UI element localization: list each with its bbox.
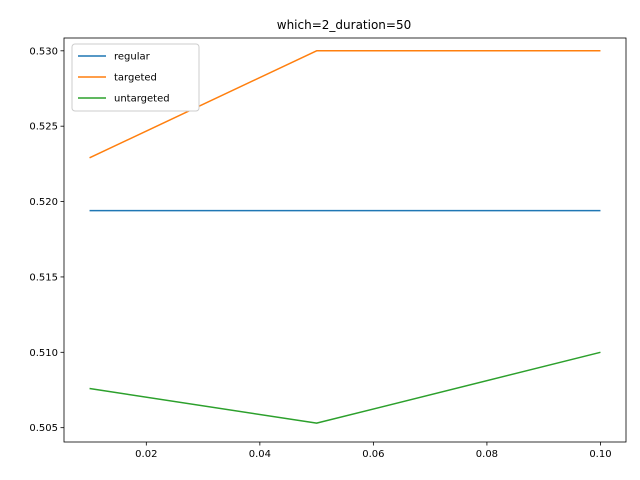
y-tick-label: 0.505 (29, 423, 58, 434)
y-tick-label: 0.530 (29, 46, 58, 57)
x-tick-label: 0.10 (589, 449, 611, 460)
x-axis: 0.02 0.04 0.06 0.08 0.10 (135, 442, 612, 460)
y-axis: 0.505 0.510 0.515 0.520 0.525 0.530 (29, 46, 64, 434)
legend-label: untargeted (114, 94, 170, 105)
series-line-untargeted (89, 351, 601, 424)
legend: regular targeted untargeted (71, 43, 200, 112)
x-tick-label: 0.02 (135, 449, 157, 460)
plot-frame (63, 37, 627, 443)
x-tick-label: 0.08 (476, 449, 498, 460)
y-tick-label: 0.510 (29, 348, 58, 359)
legend-label: regular (114, 52, 151, 63)
y-tick-label: 0.525 (29, 122, 58, 133)
x-tick-label: 0.06 (362, 449, 384, 460)
legend-label: targeted (114, 73, 157, 84)
x-tick-label: 0.04 (249, 449, 271, 460)
plot-lines (89, 50, 601, 424)
chart-title: which=2_duration=50 (277, 18, 411, 32)
y-tick-label: 0.515 (29, 272, 58, 283)
series-line-targeted (89, 50, 601, 159)
legend-box (71, 43, 200, 112)
y-tick-label: 0.520 (29, 197, 58, 208)
